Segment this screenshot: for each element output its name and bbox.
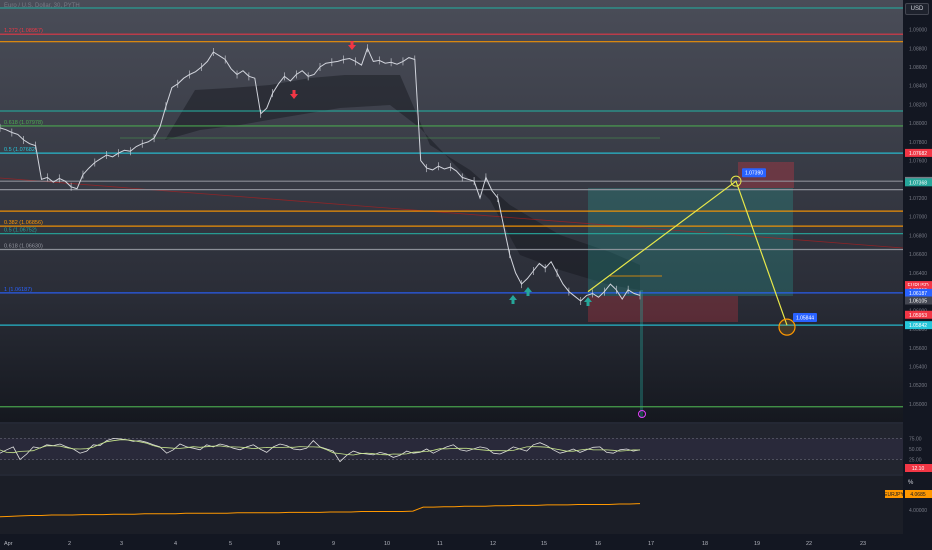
price-axis-badge-text: 1.06105 (909, 299, 927, 305)
time-tick-label: 18 (702, 541, 708, 547)
eurjpy-tick-label: 4.00000 (909, 508, 927, 514)
price-axis-badge-text: 1.07682 (909, 151, 927, 157)
price-axis-badge-text: 1.06187 (909, 291, 927, 297)
rsi-tick-label: 50.00 (909, 447, 922, 453)
time-tick-label: 11 (437, 541, 443, 547)
time-tick-label: 15 (541, 541, 547, 547)
rsi-value-text: 12.10 (912, 466, 925, 472)
time-tick-label: 19 (754, 541, 760, 547)
price-axis-badge (905, 321, 932, 330)
price-tick-label: 1.05000 (909, 402, 927, 408)
time-tick-label: 12 (490, 541, 496, 547)
projection-node (730, 175, 742, 187)
price-tick-label: 1.07200 (909, 196, 927, 202)
price-tick-label: 1.06800 (909, 233, 927, 239)
projection-path (587, 180, 788, 326)
time-tick-label: 23 (860, 541, 866, 547)
level-label: 1.272 (1.08957) (4, 28, 43, 34)
time-tick-label: 9 (332, 541, 335, 547)
price-axis-badge-text: 1.05953 (909, 313, 927, 319)
time-tick-label: 8 (277, 541, 280, 547)
price-callout-text: 1.07390 (745, 171, 763, 177)
arrow-stem (526, 292, 530, 296)
profit-zone (588, 188, 793, 296)
price-tick-label: 1.06600 (909, 252, 927, 258)
price-axis-badge (905, 296, 932, 305)
rsi-tick-label: 25.00 (909, 458, 922, 464)
price-tick-label: 1.07600 (909, 159, 927, 165)
price-axis-badge-text: 1.05842 (909, 323, 927, 329)
currency-button[interactable]: USD (905, 3, 929, 15)
arrow-stem (511, 300, 515, 304)
price-axis-badge (905, 281, 932, 290)
level-label: 0.382 (1.06856) (4, 220, 43, 226)
sell-arrow-icon (290, 94, 298, 99)
time-tick-label: 5 (229, 541, 232, 547)
price-tick-label: 1.05800 (909, 327, 927, 333)
eurjpy-line (0, 503, 641, 518)
event-marker-icon (638, 410, 646, 418)
price-axis-badge-text: 1.07368 (909, 180, 927, 186)
level-label: 0.618 (1.07978) (4, 120, 43, 126)
loss-zone (588, 296, 738, 322)
price-tick-label: 1.08600 (909, 65, 927, 71)
rsi-signal-line (0, 439, 641, 456)
price-axis-badge (905, 148, 932, 157)
time-tick-label: 3 (120, 541, 123, 547)
buy-arrow-icon (584, 297, 592, 302)
price-tick-label: 1.05400 (909, 365, 927, 371)
time-tick-label: 17 (648, 541, 654, 547)
price-tick-label: 1.07000 (909, 215, 927, 221)
price-tick-label: 1.07800 (909, 140, 927, 146)
rsi-value-badge (905, 464, 932, 472)
price-tick-label: 1.08200 (909, 102, 927, 108)
symbol-title: Euro / U.S. Dollar, 30, PYTH (4, 3, 80, 9)
price-callout (793, 312, 817, 322)
price-tick-label: 1.05200 (909, 383, 927, 389)
price-axis-badge (905, 178, 932, 187)
price-axis-badge (905, 310, 932, 319)
level-label: 1 (1.06187) (4, 287, 32, 293)
arrow-stem (292, 90, 296, 94)
level-label: 0.5 (1.06752) (4, 228, 37, 234)
arrow-stem (586, 302, 590, 306)
percent-scale-button[interactable]: % (908, 480, 914, 486)
eurjpy-value-badge (905, 490, 932, 498)
buy-arrow-icon (524, 287, 532, 292)
level-label: 0.5 (1.07682) (4, 147, 37, 153)
eurjpy-value-text: 4.0685 (910, 492, 926, 498)
price-callout (742, 168, 766, 178)
price-tick-label: 1.06400 (909, 271, 927, 277)
target-circle (778, 318, 796, 336)
price-callout-text: 1.05844 (796, 315, 814, 321)
time-tick-label: 16 (595, 541, 601, 547)
rsi-tick-label: 75.00 (909, 437, 922, 443)
time-axis-background (0, 536, 932, 550)
time-tick-label: 2 (68, 541, 71, 547)
arrow-stem (350, 41, 354, 45)
ma-cloud (165, 75, 640, 290)
vertical-marker (640, 290, 643, 418)
price-axis-background (903, 0, 932, 550)
buy-arrow-icon (509, 295, 517, 300)
eurjpy-name-text: EURJPY (884, 492, 904, 498)
price-tick-label: 1.08800 (909, 46, 927, 52)
price-tick-label: 1.09000 (909, 28, 927, 34)
price-tick-label: 1.05600 (909, 346, 927, 352)
eurjpy-pane-background (0, 476, 903, 534)
sell-arrow-icon (348, 45, 356, 50)
price-axis-badge (905, 288, 932, 297)
eurjpy-name-badge (885, 490, 903, 498)
price-tick-label: 1.08000 (909, 121, 927, 127)
level-label: 0.618 (1.06630) (4, 244, 43, 250)
price-tick-label: 1.08400 (909, 84, 927, 90)
time-tick-label: Apr (4, 541, 13, 547)
time-tick-label: 4 (174, 541, 177, 547)
time-tick-label: 22 (806, 541, 812, 547)
time-tick-label: 10 (384, 541, 390, 547)
